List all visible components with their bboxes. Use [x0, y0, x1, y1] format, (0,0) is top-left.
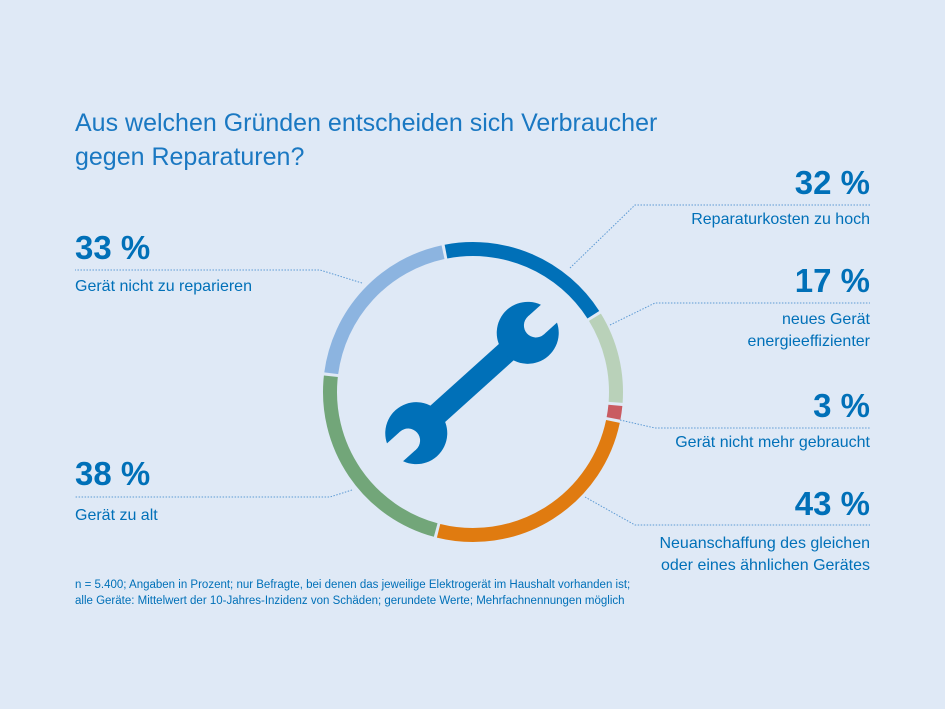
- value-label: 32 %: [794, 164, 870, 201]
- category-label-line: energieeffizienter: [747, 333, 870, 350]
- category-label: neues Gerät energieeffizienter: [748, 309, 870, 353]
- value-label: 33 %: [75, 229, 151, 266]
- footnote-line-1: n = 5.400; Angaben in Prozent; nur Befra…: [75, 579, 631, 591]
- ring-segment: [323, 375, 438, 537]
- category-label-line: Neuanschaffung des gleichen: [659, 535, 870, 552]
- category-label: Gerät nicht zu reparieren: [75, 278, 252, 295]
- title-line-2: gegen Reparaturen?: [75, 143, 305, 171]
- value-label: 38 %: [75, 455, 151, 492]
- leader-line: [609, 302, 870, 326]
- ring-segment: [324, 245, 445, 375]
- ring-segment: [444, 242, 600, 319]
- chart-title: Aus welchen Gründen entscheiden sich Ver…: [75, 106, 657, 174]
- category-label: Gerät nicht mehr gebraucht: [675, 434, 870, 451]
- title-line-1: Aus welchen Gründen entscheiden sich Ver…: [75, 109, 658, 137]
- footnote: n = 5.400; Angaben in Prozent; nur Befra…: [75, 577, 630, 609]
- category-label-line: oder eines ähnlichen Gerätes: [660, 557, 870, 574]
- value-label: 17 %: [794, 262, 870, 299]
- leader-line: [75, 269, 363, 284]
- leader-line: [569, 204, 870, 269]
- leader-line: [584, 496, 870, 526]
- category-label-line: neues Gerät: [781, 311, 870, 328]
- ring-segment: [436, 419, 620, 542]
- value-label: 3 %: [813, 387, 870, 424]
- category-label: Gerät zu alt: [75, 507, 158, 524]
- category-label: Reparaturkosten zu hoch: [691, 211, 870, 228]
- leader-line: [75, 489, 353, 498]
- category-label: Neuanschaffung des gleichen oder eines ä…: [659, 533, 870, 577]
- value-label: 43 %: [794, 485, 870, 522]
- wrench-icon: [377, 296, 567, 470]
- ring-segment: [588, 313, 623, 403]
- ring-segment: [606, 404, 623, 420]
- footnote-line-2: alle Geräte: Mittelwert der 10-Jahres-In…: [75, 595, 625, 607]
